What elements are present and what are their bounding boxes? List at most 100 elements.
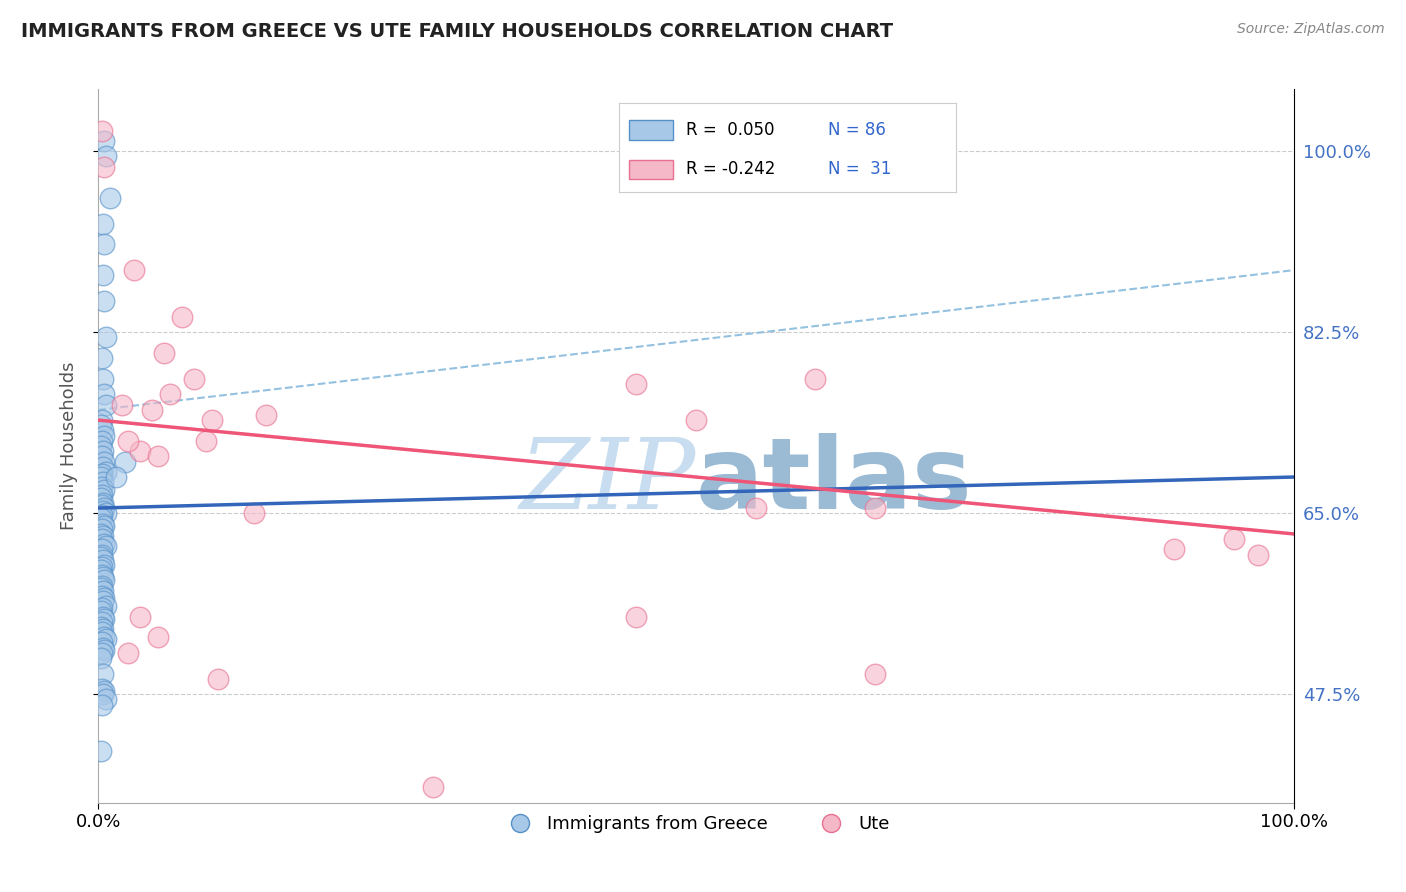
Point [90,549,112,564]
Point [91,640,114,655]
Point [93,684,115,698]
Point [114,454,136,468]
Point [91,480,114,494]
Point [90,605,112,619]
Point [91,666,114,681]
Point [124,263,146,277]
Point [91,434,114,448]
Point [93,160,115,174]
Point [91,532,114,546]
Point [148,450,170,464]
Point [91,553,114,567]
Point [94,465,117,479]
Point [91,268,114,283]
Point [91,594,114,608]
Point [91,450,114,464]
FancyBboxPatch shape [628,160,672,179]
Point [626,376,648,391]
Point [94,149,117,163]
Point [91,475,114,490]
Point [91,687,114,701]
Point [117,434,139,448]
Text: R = -0.242: R = -0.242 [686,160,776,178]
Point [93,428,115,442]
Point [93,294,115,309]
Point [91,601,114,615]
Point [111,398,134,412]
Point [91,508,114,523]
Point [91,570,114,584]
Point [94,599,117,614]
Point [90,563,112,577]
Point [626,609,648,624]
Point [91,609,114,624]
Point [90,744,112,758]
Point [90,439,112,453]
Point [91,625,114,640]
Point [91,542,114,557]
Point [91,698,114,712]
Point [93,483,115,498]
Point [91,529,114,543]
Point [91,467,114,481]
Point [129,609,152,624]
Point [159,387,181,401]
Point [91,589,114,603]
Point [93,518,115,533]
Text: Source: ZipAtlas.com: Source: ZipAtlas.com [1237,22,1385,37]
Point [105,470,128,484]
Text: N = 86: N = 86 [828,120,886,139]
Point [93,387,115,401]
Text: IMMIGRANTS FROM GREECE VS UTE FAMILY HOUSEHOLDS CORRELATION CHART: IMMIGRANTS FROM GREECE VS UTE FAMILY HOU… [21,22,893,41]
Point [90,651,112,665]
Point [91,681,114,696]
Point [201,413,224,427]
Point [129,444,152,458]
Point [183,372,205,386]
Point [91,459,114,474]
Point [93,574,115,588]
Point [91,622,114,636]
Point [243,506,266,520]
Point [93,630,115,644]
Point [93,134,115,148]
Point [422,780,444,795]
Point [90,491,112,505]
Point [153,346,176,360]
Point [148,630,170,644]
Text: atlas: atlas [696,434,973,530]
Point [91,635,114,649]
Point [117,646,139,660]
Text: ZIP: ZIP [520,434,696,529]
Point [91,372,114,386]
Point [91,583,114,598]
Point [91,548,114,562]
Point [98,191,122,205]
Point [90,527,112,541]
Point [94,692,117,706]
Point [91,522,114,536]
Point [172,310,194,324]
Point [91,615,114,629]
Point [1247,548,1270,562]
Point [91,516,114,531]
Point [745,501,768,516]
Point [91,646,114,660]
Point [207,672,229,686]
Point [94,506,117,520]
Point [91,413,114,427]
Point [90,511,112,525]
Point [90,470,112,484]
Point [91,496,114,510]
Point [93,558,115,572]
Point [90,418,112,433]
Point [90,620,112,634]
Point [93,642,115,657]
Point [141,402,163,417]
Point [91,504,114,518]
Point [254,408,277,422]
Point [94,632,117,647]
Point [94,398,117,412]
Point [685,413,707,427]
Point [91,424,114,438]
